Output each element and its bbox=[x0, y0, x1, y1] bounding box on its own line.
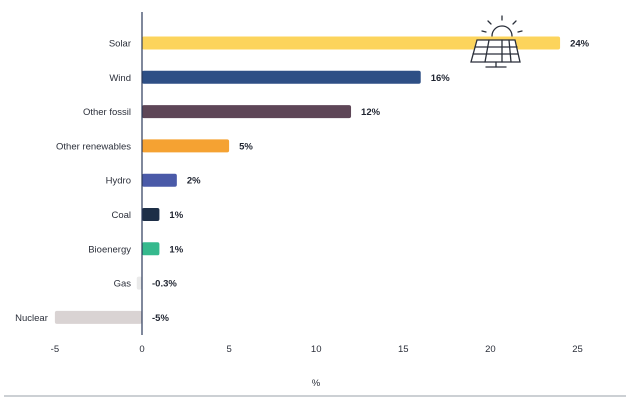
value-label: -5% bbox=[152, 313, 169, 324]
bar-bioenergy bbox=[142, 242, 160, 256]
category-label: Wind bbox=[109, 73, 131, 84]
category-label: Nuclear bbox=[15, 313, 48, 324]
category-labels: Solar Wind Other fossil Other renewables Hyd… bbox=[15, 39, 131, 324]
category-label: Solar bbox=[109, 39, 131, 50]
x-tick-label: -5 bbox=[51, 344, 59, 355]
category-label: Bioenergy bbox=[88, 244, 131, 255]
x-tick-labels: -5 0 5 10 15 20 25 bbox=[51, 344, 583, 355]
category-label: Coal bbox=[111, 210, 131, 221]
bar-gas bbox=[136, 276, 142, 290]
value-label: 1% bbox=[169, 210, 183, 221]
value-label: 24% bbox=[570, 39, 590, 50]
value-label: 5% bbox=[239, 141, 253, 152]
bar-solar bbox=[142, 36, 561, 50]
bar-nuclear bbox=[54, 310, 142, 324]
x-tick-label: 10 bbox=[311, 344, 322, 355]
x-tick-label: 15 bbox=[398, 344, 409, 355]
value-label: 1% bbox=[169, 244, 183, 255]
bar-wind bbox=[142, 70, 421, 84]
solar-panel-icon bbox=[470, 15, 523, 68]
x-axis-title: % bbox=[312, 378, 321, 389]
bar-coal bbox=[142, 208, 160, 221]
x-tick-label: 20 bbox=[485, 344, 496, 355]
category-label: Other renewables bbox=[56, 141, 131, 152]
value-label: -0.3% bbox=[152, 279, 177, 290]
value-labels: 24% 16% 12% 5% 2% 1% 1% -0.3% -5% bbox=[152, 39, 590, 324]
bars-group bbox=[54, 36, 561, 324]
value-label: 16% bbox=[431, 73, 451, 84]
x-tick-label: 5 bbox=[226, 344, 231, 355]
bar-other-fossil bbox=[142, 105, 352, 119]
category-label: Gas bbox=[114, 279, 132, 290]
x-tick-label: 25 bbox=[572, 344, 583, 355]
category-label: Hydro bbox=[106, 176, 131, 187]
value-label: 12% bbox=[361, 107, 381, 118]
x-tick-label: 0 bbox=[139, 344, 144, 355]
value-label: 2% bbox=[187, 176, 201, 187]
bar-hydro bbox=[142, 173, 177, 187]
bar-other-renewables bbox=[142, 139, 230, 153]
category-label: Other fossil bbox=[83, 107, 131, 118]
